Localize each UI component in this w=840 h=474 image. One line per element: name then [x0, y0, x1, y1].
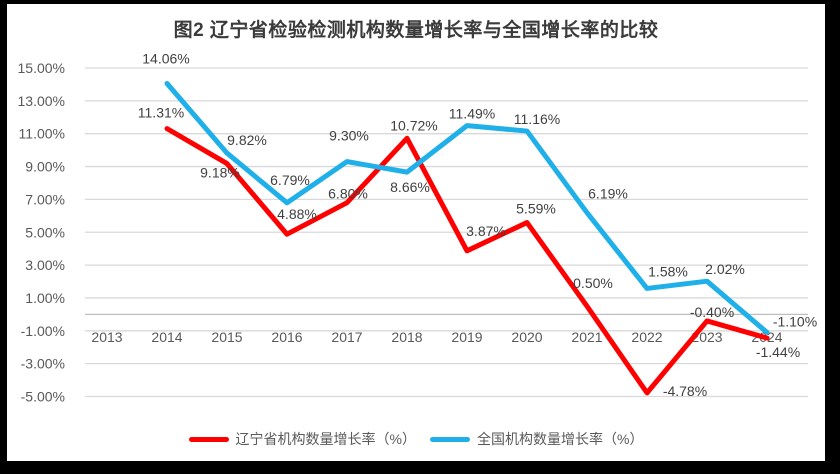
gridlines [85, 67, 808, 398]
data-label: -1.44% [756, 344, 800, 360]
data-label: 8.66% [390, 179, 430, 195]
data-label: 2.02% [705, 261, 745, 277]
data-label: -0.40% [690, 304, 734, 320]
y-tick-label: -1.00% [21, 323, 65, 339]
legend-item-national: 全国机构数量增长率（%） [430, 429, 643, 449]
y-tick-label: 15.00% [18, 60, 65, 76]
legend-line-sample-blue [430, 436, 470, 442]
data-label: 6.79% [270, 172, 310, 188]
y-axis-labels: 15.00% 13.00% 11.00% 9.00% 7.00% 5.00% 3.00% 1.… [18, 60, 65, 405]
data-label: -1.10% [773, 313, 817, 329]
data-label: 11.31% [138, 105, 184, 121]
x-tick-label: 2014 [151, 329, 182, 345]
legend-item-liaoning: 辽宁省机构数量增长率（%） [188, 429, 416, 449]
data-label: 14.06% [142, 50, 189, 66]
x-tick-label: 2019 [451, 329, 482, 345]
y-tick-label: 7.00% [25, 191, 65, 207]
data-label: 4.88% [277, 206, 317, 222]
x-tick-label: 2015 [211, 329, 242, 345]
x-tick-label: 2016 [271, 329, 302, 345]
y-tick-label: 1.00% [25, 290, 65, 306]
legend-line-sample-red [188, 436, 229, 442]
data-label: 9.18% [200, 165, 240, 181]
legend: 辽宁省机构数量增长率（%） 全国机构数量增长率（%） [7, 429, 825, 449]
x-tick-label: 2020 [511, 329, 542, 345]
data-label: 3.87% [466, 223, 506, 239]
x-tick-label: 2018 [391, 329, 422, 345]
data-labels: 11.31% 9.18% 4.88% 6.80% 10.72% 3.87% 5.59% 0.5… [138, 50, 817, 398]
data-label: 6.80% [328, 186, 368, 202]
chart-title: 图2 辽宁省检验检测机构数量增长率与全国增长率的比较 [173, 20, 659, 41]
y-tick-label: 5.00% [25, 224, 65, 240]
data-label: 10.72% [390, 117, 437, 133]
series-line [164, 80, 770, 335]
plot-area: 15.00% 13.00% 11.00% 9.00% 7.00% 5.00% 3.00% 1.… [18, 50, 818, 405]
x-tick-label: 2017 [331, 329, 362, 345]
chart-canvas: 图2 辽宁省检验检测机构数量增长率与全国增长率的比较 15.00% 13.00% 1… [7, 4, 825, 461]
x-tick-label: 2013 [91, 329, 122, 345]
data-label: 1.58% [648, 263, 688, 279]
x-tick-label: 2021 [571, 329, 602, 345]
y-tick-label: 3.00% [25, 257, 65, 273]
data-label: -4.78% [663, 383, 707, 399]
data-label: 11.16% [514, 111, 560, 127]
y-tick-label: -5.00% [21, 389, 65, 405]
data-label: 0.50% [573, 275, 613, 291]
series-line [164, 126, 770, 396]
y-tick-label: 9.00% [25, 159, 65, 175]
y-tick-label: 13.00% [18, 93, 65, 109]
data-label: 9.30% [329, 128, 369, 144]
y-tick-label: 11.00% [19, 126, 65, 142]
data-label: 9.82% [227, 132, 267, 148]
data-label: 6.19% [588, 186, 628, 202]
series-lines [164, 80, 770, 396]
data-label: 11.49% [449, 106, 495, 122]
x-tick-label: 2022 [631, 329, 662, 345]
data-label: 5.59% [516, 201, 556, 217]
legend-label-national: 全国机构数量增长率（%） [477, 431, 644, 447]
legend-label-liaoning: 辽宁省机构数量增长率（%） [235, 431, 416, 447]
x-axis-labels: 2013 2014 2015 2016 2017 2018 2019 2020 2021 2022… [91, 329, 782, 345]
y-tick-label: -3.00% [21, 356, 65, 372]
